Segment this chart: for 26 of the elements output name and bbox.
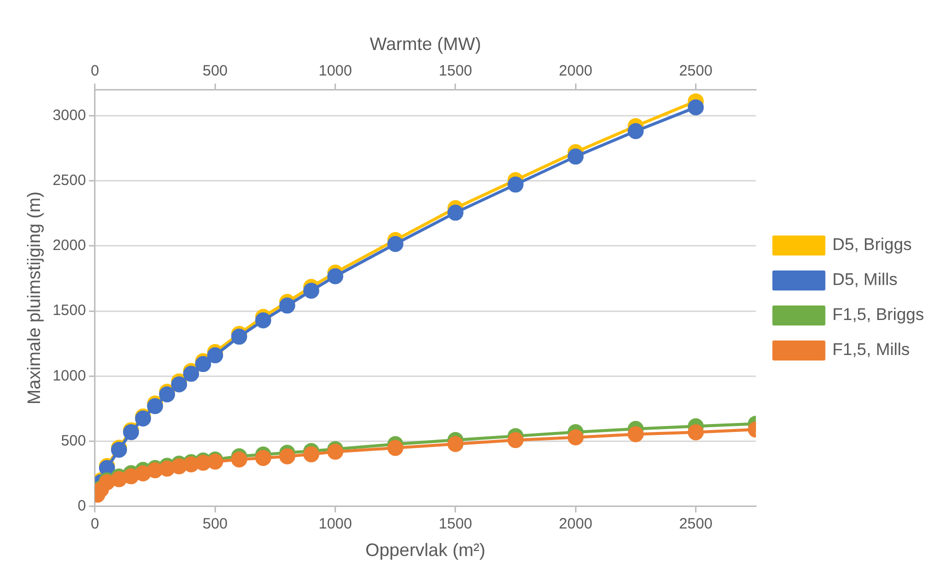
- y-tick-label: 1500: [52, 302, 86, 320]
- x-tick-label: 2000: [558, 516, 592, 533]
- y-tick-label: 2000: [52, 237, 86, 254]
- x2-tick-label: 1000: [318, 62, 352, 80]
- x2-tick-label: 2000: [558, 62, 592, 80]
- legend-label: D5, Mills: [832, 270, 898, 290]
- x-tick-label: 1000: [318, 516, 352, 533]
- x-tick-label: 1500: [438, 516, 472, 533]
- legend-label: D5, Briggs: [832, 235, 912, 254]
- x2-tick-label: 1500: [438, 62, 472, 80]
- x2-tick-label: 0: [90, 62, 100, 80]
- legend-label: F1,5, Briggs: [832, 305, 924, 324]
- x2-tick-label: 2500: [679, 62, 712, 80]
- y-tick-label: 2500: [52, 172, 86, 189]
- x2-axis-title: Warmte (MW): [370, 34, 482, 54]
- y-axis-title: Maximale pluimstijging (m): [24, 191, 44, 405]
- x-axis-title: Oppervlak (m²): [365, 540, 486, 560]
- y-tick-label: 3000: [52, 106, 86, 124]
- x2-tick-label: 500: [202, 62, 228, 80]
- x-tick-label: 2500: [679, 516, 712, 533]
- legend-label: F1,5, Mills: [832, 340, 910, 360]
- y-tick-label: 0: [78, 498, 86, 515]
- y-tick-label: 500: [60, 432, 86, 450]
- x-tick-label: 500: [202, 516, 228, 533]
- x-tick-label: 0: [90, 516, 100, 533]
- y-tick-label: 1000: [52, 367, 86, 384]
